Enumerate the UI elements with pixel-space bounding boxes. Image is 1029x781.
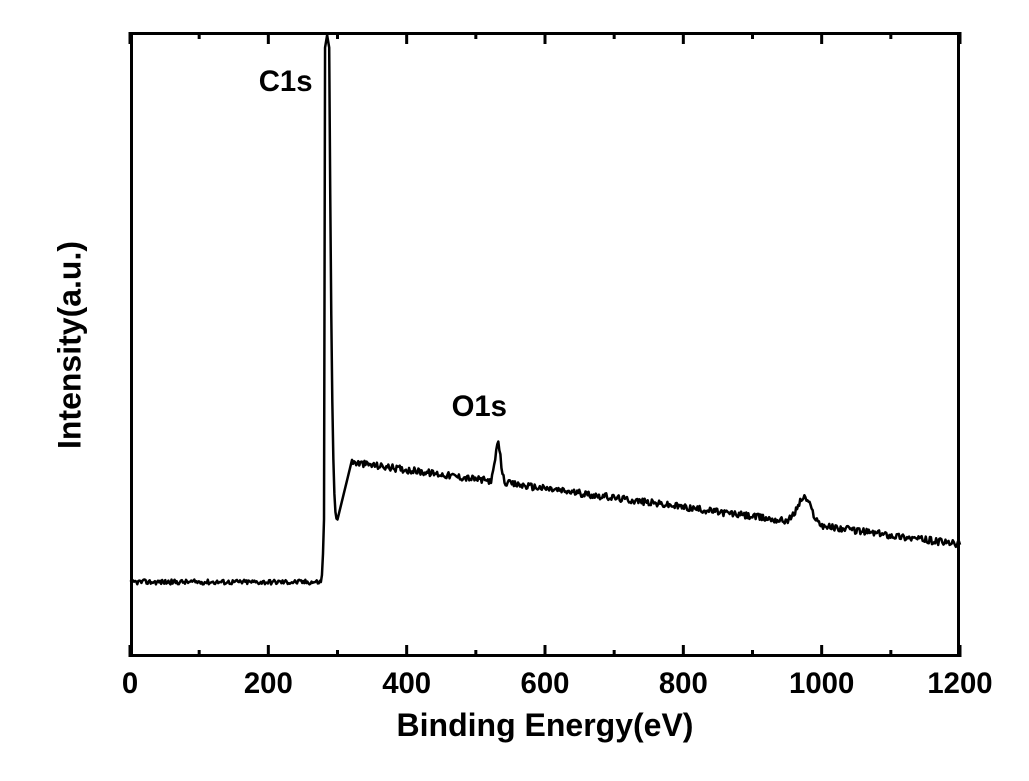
x-tick-label: 800 bbox=[659, 667, 708, 701]
xps-figure: Binding Energy(eV) Intensity(a.u.) 0 200 4… bbox=[0, 0, 1029, 781]
x-axis-label: Binding Energy(eV) bbox=[397, 707, 694, 744]
x-tick-label: 600 bbox=[521, 667, 570, 701]
y-axis-label: Intensity(a.u.) bbox=[52, 240, 89, 448]
plot-border bbox=[130, 32, 960, 657]
x-tick-label: 0 bbox=[122, 667, 138, 701]
plot-area bbox=[130, 32, 960, 657]
annotation-c1s: C1s bbox=[259, 65, 313, 99]
x-tick-label: 200 bbox=[244, 667, 293, 701]
x-tick-label: 1200 bbox=[927, 667, 992, 701]
annotation-o1s: O1s bbox=[452, 390, 507, 424]
x-tick-label: 1000 bbox=[789, 667, 854, 701]
x-tick-label: 400 bbox=[382, 667, 431, 701]
